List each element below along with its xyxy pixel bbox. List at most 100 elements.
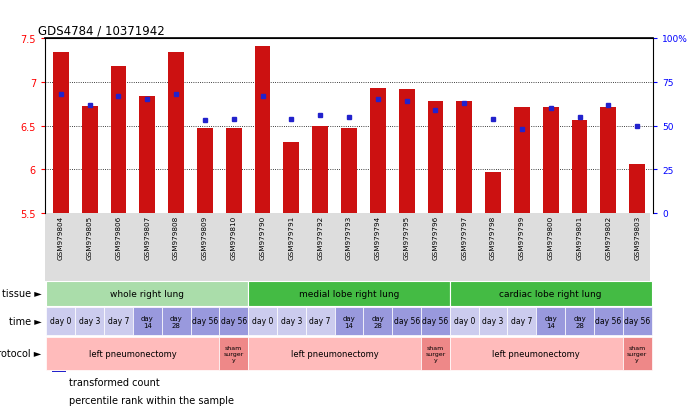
Bar	[140, 97, 155, 214]
Bar	[565, 307, 594, 336]
Bar	[104, 307, 133, 336]
Bar	[248, 307, 277, 336]
Text: GSM979799: GSM979799	[519, 216, 525, 260]
Bar	[255, 47, 271, 214]
Text: GSM979794: GSM979794	[375, 216, 381, 260]
Text: day 0: day 0	[454, 317, 475, 326]
Text: day
28: day 28	[371, 315, 384, 328]
Bar	[450, 307, 479, 336]
Text: GSM979796: GSM979796	[433, 216, 438, 260]
Bar	[82, 107, 98, 214]
Bar	[543, 108, 558, 214]
Text: day 56: day 56	[422, 317, 449, 326]
Bar	[52, 227, 66, 372]
Text: day
14: day 14	[343, 315, 355, 328]
Text: day 7: day 7	[107, 317, 129, 326]
Text: day
14: day 14	[544, 315, 557, 328]
Bar	[110, 67, 126, 214]
Bar	[133, 307, 162, 336]
Bar	[277, 307, 306, 336]
Text: GSM979802: GSM979802	[605, 216, 611, 260]
Text: protocol ►: protocol ►	[0, 349, 41, 358]
Text: GSM979800: GSM979800	[548, 216, 554, 260]
Text: GSM979807: GSM979807	[144, 216, 150, 260]
Bar	[47, 307, 75, 336]
Bar	[226, 129, 242, 214]
Bar	[623, 307, 651, 336]
Bar	[248, 337, 421, 370]
Bar	[53, 53, 69, 214]
Bar	[306, 307, 334, 336]
Text: day 3: day 3	[281, 317, 302, 326]
Bar	[456, 102, 472, 214]
Text: GSM979804: GSM979804	[58, 216, 64, 260]
Text: GSM979797: GSM979797	[461, 216, 467, 260]
Text: medial lobe right lung: medial lobe right lung	[299, 289, 399, 298]
Text: GSM979803: GSM979803	[634, 216, 640, 260]
Bar	[450, 337, 623, 370]
Text: GSM979795: GSM979795	[403, 216, 410, 260]
Bar	[507, 307, 536, 336]
Text: day
28: day 28	[573, 315, 586, 328]
Text: day 56: day 56	[394, 317, 419, 326]
Bar	[629, 165, 645, 214]
Text: GSM979801: GSM979801	[577, 216, 583, 260]
Text: left pneumonectomy: left pneumonectomy	[291, 349, 378, 358]
Bar	[479, 307, 507, 336]
Text: day 0: day 0	[252, 317, 273, 326]
Bar	[364, 307, 392, 336]
Text: GSM979790: GSM979790	[260, 216, 265, 260]
Bar	[421, 307, 450, 336]
Text: GSM979809: GSM979809	[202, 216, 208, 260]
Bar	[421, 337, 450, 370]
Text: day
28: day 28	[170, 315, 182, 328]
Text: day 56: day 56	[595, 317, 621, 326]
Text: transformed count: transformed count	[69, 377, 160, 387]
Text: day 3: day 3	[79, 317, 101, 326]
Text: GSM979792: GSM979792	[317, 216, 323, 260]
Bar	[427, 102, 443, 214]
Text: day 7: day 7	[309, 317, 331, 326]
Bar	[219, 337, 248, 370]
Text: day 0: day 0	[50, 317, 71, 326]
Text: day 56: day 56	[192, 317, 218, 326]
Bar	[219, 307, 248, 336]
Text: tissue ►: tissue ►	[2, 289, 41, 299]
Bar	[75, 307, 104, 336]
Text: sham
surger
y: sham surger y	[223, 345, 244, 362]
Text: day 56: day 56	[221, 317, 247, 326]
Text: left pneumonectomy: left pneumonectomy	[492, 349, 580, 358]
Text: percentile rank within the sample: percentile rank within the sample	[69, 395, 235, 405]
Bar	[341, 129, 357, 214]
Bar	[168, 53, 184, 214]
Bar	[334, 307, 364, 336]
Text: GSM979798: GSM979798	[490, 216, 496, 260]
Bar	[514, 108, 530, 214]
Bar	[485, 173, 501, 214]
Text: whole right lung: whole right lung	[110, 289, 184, 298]
Text: day 3: day 3	[482, 317, 504, 326]
Text: GSM979810: GSM979810	[231, 216, 237, 260]
Text: sham
surger
y: sham surger y	[425, 345, 445, 362]
Bar	[600, 108, 616, 214]
Bar	[536, 307, 565, 336]
Bar	[370, 89, 386, 214]
Bar	[162, 307, 191, 336]
Text: GSM979793: GSM979793	[346, 216, 352, 260]
Text: left pneumonectomy: left pneumonectomy	[89, 349, 177, 358]
Bar	[594, 307, 623, 336]
Bar	[248, 281, 450, 306]
Bar	[399, 90, 415, 214]
Text: GSM979806: GSM979806	[115, 216, 121, 260]
Bar	[572, 121, 588, 214]
Bar	[52, 41, 66, 186]
Text: cardiac lobe right lung: cardiac lobe right lung	[500, 289, 602, 298]
Text: day 7: day 7	[511, 317, 533, 326]
Text: GSM979808: GSM979808	[173, 216, 179, 260]
Text: day 56: day 56	[624, 317, 651, 326]
Text: time ►: time ►	[9, 316, 41, 326]
Bar	[197, 129, 213, 214]
Bar	[450, 281, 651, 306]
Bar	[191, 307, 219, 336]
Bar	[283, 143, 299, 214]
